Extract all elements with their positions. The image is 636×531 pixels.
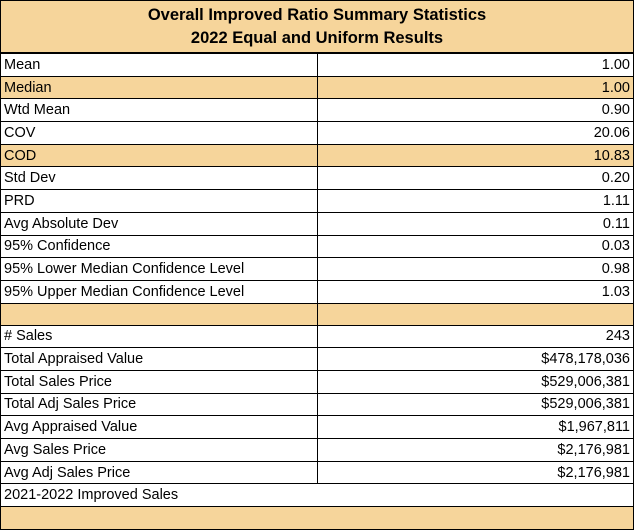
ratio-stat-row: Std Dev 0.20 xyxy=(0,166,634,191)
stat-value: 0.03 xyxy=(317,234,634,259)
stat-value: $2,176,981 xyxy=(317,460,634,485)
stat-value: $529,006,381 xyxy=(317,392,634,417)
stat-label: PRD xyxy=(0,189,318,213)
stat-label: Median xyxy=(0,75,318,100)
stat-value: 1.03 xyxy=(317,279,634,304)
note-row: 2021-2022 Improved Sales xyxy=(0,483,634,508)
ratio-stat-row: 95% Lower Median Confidence Level 0.98 xyxy=(0,257,634,281)
stat-label: 2021-2022 Improved Sales xyxy=(0,483,634,508)
stat-value: 0.98 xyxy=(317,257,634,281)
stat-label xyxy=(0,302,318,326)
ratio-stat-row: PRD 1.11 xyxy=(0,189,634,213)
stat-value: 10.83 xyxy=(317,143,634,168)
ratio-stat-row: COD 10.83 xyxy=(0,143,634,168)
section-spacer-row xyxy=(0,302,634,326)
stat-label: # Sales xyxy=(0,324,318,349)
stat-label: Avg Sales Price xyxy=(0,438,318,462)
stat-label: COV xyxy=(0,121,318,145)
title-line-2: 2022 Equal and Uniform Results xyxy=(190,29,444,47)
stat-value: 243 xyxy=(317,324,634,349)
stat-label: Total Appraised Value xyxy=(0,347,318,371)
stat-value: $478,178,036 xyxy=(317,347,634,371)
stat-value: $529,006,381 xyxy=(317,369,634,394)
stat-value: 20.06 xyxy=(317,121,634,145)
sales-stat-row: Total Adj Sales Price $529,006,381 xyxy=(0,392,634,417)
stat-label: 95% Lower Median Confidence Level xyxy=(0,257,318,281)
stat-value xyxy=(317,302,634,326)
stat-label: 95% Confidence xyxy=(0,234,318,259)
stat-label: Avg Absolute Dev xyxy=(0,211,318,236)
ratio-stat-row: Avg Absolute Dev 0.11 xyxy=(0,211,634,236)
sales-stat-row: Avg Appraised Value $1,967,811 xyxy=(0,415,634,439)
stat-value: 1.11 xyxy=(317,189,634,213)
stat-label: Total Adj Sales Price xyxy=(0,392,318,417)
statistics-table: Mean 1.00 Median 1.00 Wtd Mean 0.90 COV 20.06 CO… xyxy=(0,53,634,531)
ratio-stat-row: 95% Confidence 0.03 xyxy=(0,234,634,259)
stat-label: COD xyxy=(0,143,318,168)
sales-stat-row: # Sales 243 xyxy=(0,324,634,349)
footer-row xyxy=(0,506,634,531)
stat-label: Avg Adj Sales Price xyxy=(0,460,318,485)
stat-value: 0.20 xyxy=(317,166,634,191)
stat-label: Avg Appraised Value xyxy=(0,415,318,439)
stat-label xyxy=(0,506,634,531)
title-line-1: Overall Improved Ratio Summary Statistic… xyxy=(147,6,487,24)
stat-value: 0.11 xyxy=(317,211,634,236)
sales-stat-row: Avg Sales Price $2,176,981 xyxy=(0,438,634,462)
stat-label: Total Sales Price xyxy=(0,369,318,394)
stat-label: Std Dev xyxy=(0,166,318,191)
stat-label: 95% Upper Median Confidence Level xyxy=(0,279,318,304)
ratio-stat-row: Wtd Mean 0.90 xyxy=(0,98,634,123)
sales-stat-row: Total Appraised Value $478,178,036 xyxy=(0,347,634,371)
sales-stat-row: Avg Adj Sales Price $2,176,981 xyxy=(0,460,634,485)
stat-value: 1.00 xyxy=(317,75,634,100)
table-title: Overall Improved Ratio Summary Statistic… xyxy=(0,0,634,53)
ratio-stat-row: Median 1.00 xyxy=(0,75,634,100)
sales-stat-row: Total Sales Price $529,006,381 xyxy=(0,369,634,394)
stat-value: $2,176,981 xyxy=(317,438,634,462)
ratio-stat-row: Mean 1.00 xyxy=(0,53,634,77)
stat-value: $1,967,811 xyxy=(317,415,634,439)
stat-label: Mean xyxy=(0,53,318,77)
stat-label: Wtd Mean xyxy=(0,98,318,123)
ratio-stat-row: COV 20.06 xyxy=(0,121,634,145)
stat-value: 0.90 xyxy=(317,98,634,123)
stat-value: 1.00 xyxy=(317,53,634,77)
ratio-stat-row: 95% Upper Median Confidence Level 1.03 xyxy=(0,279,634,304)
statistics-table-body: Mean 1.00 Median 1.00 Wtd Mean 0.90 COV 20.06 CO… xyxy=(0,53,634,531)
